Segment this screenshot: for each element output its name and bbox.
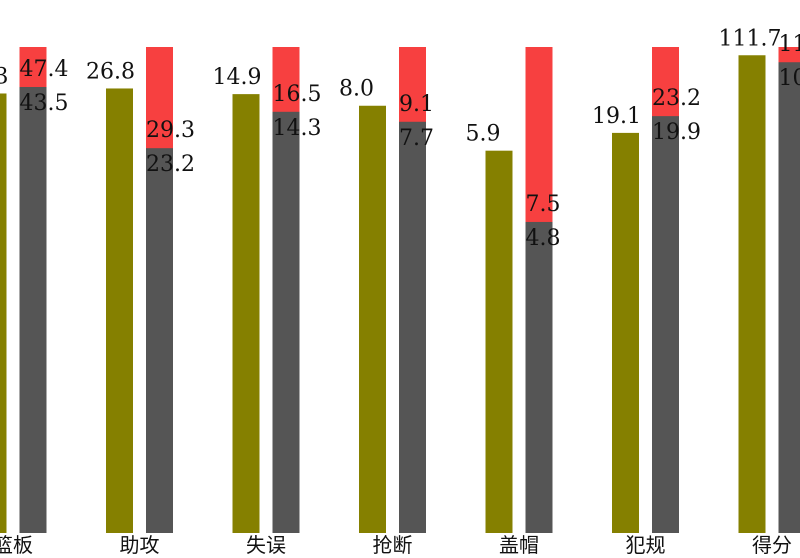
value-label-series-2-5: 4.8 — [526, 226, 561, 251]
value-label-series-3-4: 9.1 — [399, 92, 434, 117]
bar-series-1-3 — [232, 94, 260, 534]
value-label-series-2-6: 19.9 — [652, 120, 701, 145]
value-label-series-3-1: 47.4 — [20, 57, 69, 82]
category-labels-layer: 篮板 助攻 失误 抢断 盖帽 犯规 得分 — [0, 533, 792, 557]
bar-series-1-1 — [0, 93, 7, 533]
value-label-series-1-1: 43.3 — [0, 64, 8, 89]
value-label-series-2-4: 7.7 — [399, 126, 434, 151]
value-label-series-3-5: 7.5 — [526, 192, 561, 217]
bar-series-1-5 — [485, 150, 513, 533]
bar-series-1-4 — [359, 105, 386, 533]
category-label-3: 失误 — [246, 533, 286, 557]
value-label-series-3-2: 29.3 — [146, 118, 195, 143]
category-label-4: 抢断 — [373, 533, 413, 557]
value-label-series-1-3: 14.9 — [213, 65, 262, 90]
value-label-series-1-6: 19.1 — [592, 104, 641, 129]
value-label-series-1-2: 26.8 — [86, 59, 135, 84]
value-label-series-2-1: 43.5 — [20, 91, 69, 116]
category-label-2: 助攻 — [120, 533, 160, 557]
value-labels-layer: 43.3 47.4 43.5 26.8 29.3 23.2 14.9 16.5 14.3 8.0 9… — [0, 26, 800, 251]
category-label-5: 盖帽 — [499, 533, 539, 557]
bar-series-2-3 — [272, 111, 300, 534]
value-label-series-2-3: 14.3 — [273, 116, 322, 141]
value-label-series-3-7: 111.7 — [779, 32, 800, 57]
category-label-7: 得分 — [752, 533, 792, 557]
value-label-series-3-3: 16.5 — [273, 82, 322, 107]
bars-layer — [0, 47, 800, 534]
bar-series-2-1 — [19, 86, 47, 534]
category-label-6: 犯规 — [626, 533, 666, 557]
bar-series-2-6 — [652, 116, 679, 534]
bar-series-1-6 — [612, 132, 639, 533]
bar-series-2-5 — [525, 221, 553, 533]
category-label-1: 篮板 — [0, 533, 33, 557]
bar-series-2-7 — [778, 62, 800, 533]
value-label-series-1-4: 8.0 — [339, 77, 374, 102]
bar-series-2-4 — [399, 121, 426, 534]
value-label-series-1-7: 111.7 — [719, 26, 782, 51]
bar-series-1-7 — [738, 55, 766, 534]
bar-series-2-2 — [146, 148, 173, 533]
bar-series-1-2 — [106, 88, 133, 533]
value-label-series-2-7: 108.2 — [779, 66, 800, 91]
value-label-series-2-2: 23.2 — [146, 152, 195, 177]
value-label-series-3-6: 23.2 — [652, 86, 701, 111]
value-label-series-1-5: 5.9 — [466, 122, 501, 147]
